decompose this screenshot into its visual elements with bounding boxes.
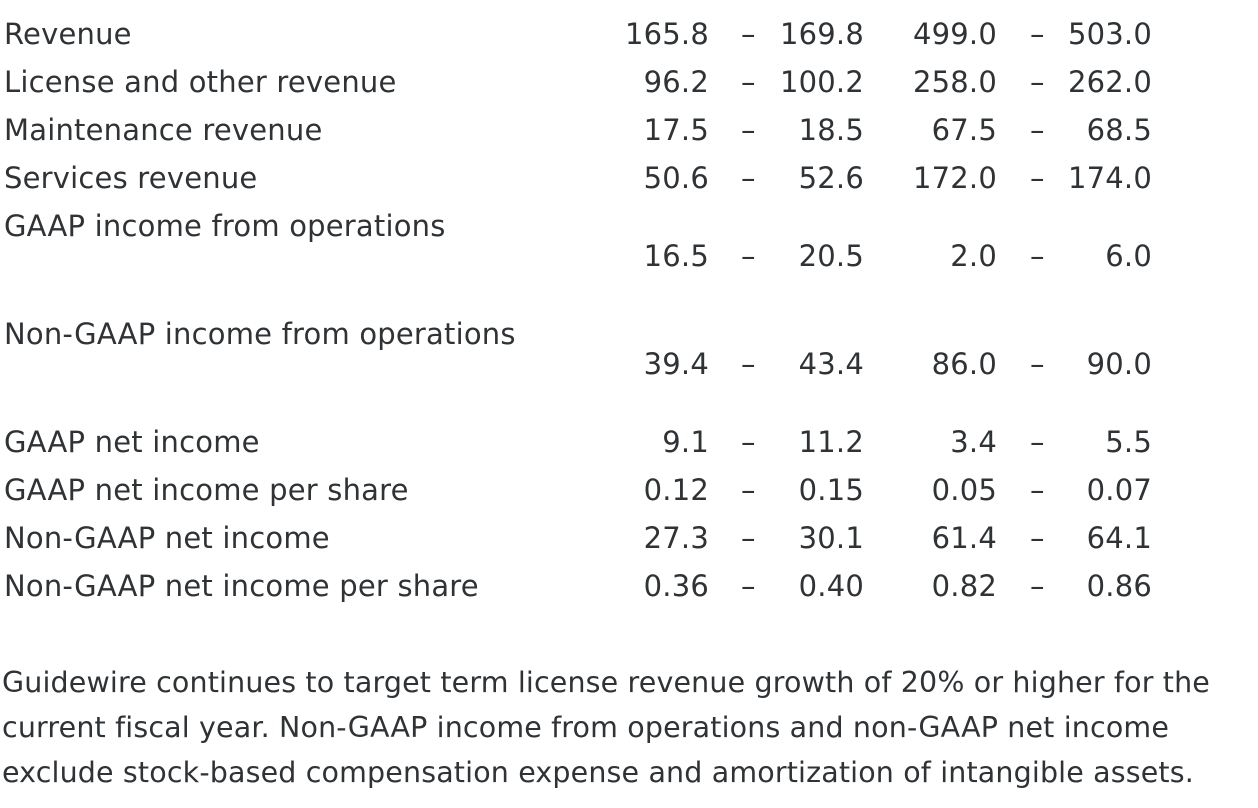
row-label: GAAP net income per share (4, 473, 409, 507)
range-dash: – (1030, 473, 1045, 507)
row-label: GAAP income from operations (4, 209, 446, 243)
year-low-value: 0.82 (931, 569, 997, 603)
table-row: Revenue (0, 14, 1258, 54)
year-low-value: 2.0 (950, 239, 997, 273)
table-row-values: 9.1 – 11.2 3.4 – 5.5 (0, 422, 1258, 462)
year-low-value: 86.0 (931, 347, 997, 381)
guidance-footnote: Guidewire continues to target term licen… (2, 660, 1258, 795)
row-label: License and other revenue (4, 65, 397, 99)
footnote-line: exclude stock-based compensation expense… (2, 756, 1194, 789)
year-low-value: 258.0 (912, 65, 997, 99)
table-row-values: 27.3 – 30.1 61.4 – 64.1 (0, 518, 1258, 558)
quarter-high-value: 43.4 (798, 347, 864, 381)
range-dash: – (741, 347, 756, 381)
quarter-high-value: 0.15 (798, 473, 864, 507)
quarter-low-value: 50.6 (643, 161, 709, 195)
year-low-value: 3.4 (950, 425, 997, 459)
table-row-values: 165.8 – 169.8 499.0 – 503.0 (0, 14, 1258, 54)
range-dash: – (1030, 425, 1045, 459)
table-row: Non-GAAP net income (0, 518, 1258, 558)
quarter-high-value: 30.1 (798, 521, 864, 555)
quarter-low-value: 0.36 (643, 569, 709, 603)
range-dash: – (1030, 161, 1045, 195)
range-dash: – (1030, 239, 1045, 273)
table-row: Services revenue (0, 158, 1258, 198)
row-label: Non-GAAP net income per share (4, 569, 479, 603)
year-low-value: 172.0 (912, 161, 997, 195)
quarter-low-value: 96.2 (643, 65, 709, 99)
year-low-value: 61.4 (931, 521, 997, 555)
table-row: GAAP income from operations (0, 206, 1258, 246)
footnote-line: current fiscal year. Non-GAAP income fro… (2, 711, 1169, 744)
quarter-low-value: 27.3 (643, 521, 709, 555)
quarter-high-value: 0.40 (798, 569, 864, 603)
row-label: GAAP net income (4, 425, 260, 459)
range-dash: – (1030, 113, 1045, 147)
row-label: Maintenance revenue (4, 113, 323, 147)
quarter-high-value: 20.5 (798, 239, 864, 273)
year-high-value: 90.0 (1086, 347, 1152, 381)
year-high-value: 6.0 (1105, 239, 1152, 273)
quarter-low-value: 0.12 (643, 473, 709, 507)
range-dash: – (1030, 17, 1045, 51)
range-dash: – (741, 425, 756, 459)
table-row: Non-GAAP net income per share (0, 566, 1258, 606)
quarter-low-value: 16.5 (643, 239, 709, 273)
year-high-value: 0.86 (1086, 569, 1152, 603)
quarter-high-value: 100.2 (779, 65, 864, 99)
quarter-low-value: 9.1 (662, 425, 709, 459)
quarter-low-value: 165.8 (624, 17, 709, 51)
table-row: Non-GAAP income from operations (0, 314, 1258, 354)
range-dash: – (741, 521, 756, 555)
range-dash: – (1030, 569, 1045, 603)
quarter-high-value: 169.8 (779, 17, 864, 51)
table-row: License and other revenue (0, 62, 1258, 102)
year-high-value: 503.0 (1067, 17, 1152, 51)
table-row: GAAP net income (0, 422, 1258, 462)
quarter-high-value: 52.6 (798, 161, 864, 195)
range-dash: – (1030, 347, 1045, 381)
row-label: Non-GAAP income from operations (4, 317, 516, 351)
footnote-line: Guidewire continues to target term licen… (2, 666, 1210, 699)
year-high-value: 64.1 (1086, 521, 1152, 555)
range-dash: – (1030, 65, 1045, 99)
table-row-values: 0.36 – 0.40 0.82 – 0.86 (0, 566, 1258, 606)
range-dash: – (741, 569, 756, 603)
quarter-low-value: 39.4 (643, 347, 709, 381)
table-row-values: 0.12 – 0.15 0.05 – 0.07 (0, 470, 1258, 510)
range-dash: – (741, 17, 756, 51)
year-high-value: 262.0 (1067, 65, 1152, 99)
year-low-value: 0.05 (931, 473, 997, 507)
table-row-values: 17.5 – 18.5 67.5 – 68.5 (0, 110, 1258, 150)
table-row-values: 50.6 – 52.6 172.0 – 174.0 (0, 158, 1258, 198)
quarter-low-value: 17.5 (643, 113, 709, 147)
table-row-values: 16.5 – 20.5 2.0 – 6.0 (0, 236, 1258, 276)
range-dash: – (741, 161, 756, 195)
row-label: Non-GAAP net income (4, 521, 330, 555)
year-high-value: 0.07 (1086, 473, 1152, 507)
range-dash: – (1030, 521, 1045, 555)
table-row-values: 96.2 – 100.2 258.0 – 262.0 (0, 62, 1258, 102)
range-dash: – (741, 113, 756, 147)
year-low-value: 499.0 (912, 17, 997, 51)
table-row: Maintenance revenue (0, 110, 1258, 150)
table-row-values: 39.4 – 43.4 86.0 – 90.0 (0, 344, 1258, 384)
quarter-high-value: 11.2 (798, 425, 864, 459)
table-row: GAAP net income per share (0, 470, 1258, 510)
range-dash: – (741, 239, 756, 273)
quarter-high-value: 18.5 (798, 113, 864, 147)
year-low-value: 67.5 (931, 113, 997, 147)
range-dash: – (741, 65, 756, 99)
row-label: Services revenue (4, 161, 258, 195)
year-high-value: 5.5 (1105, 425, 1152, 459)
year-high-value: 68.5 (1086, 113, 1152, 147)
year-high-value: 174.0 (1067, 161, 1152, 195)
range-dash: – (741, 473, 756, 507)
row-label: Revenue (4, 17, 132, 51)
